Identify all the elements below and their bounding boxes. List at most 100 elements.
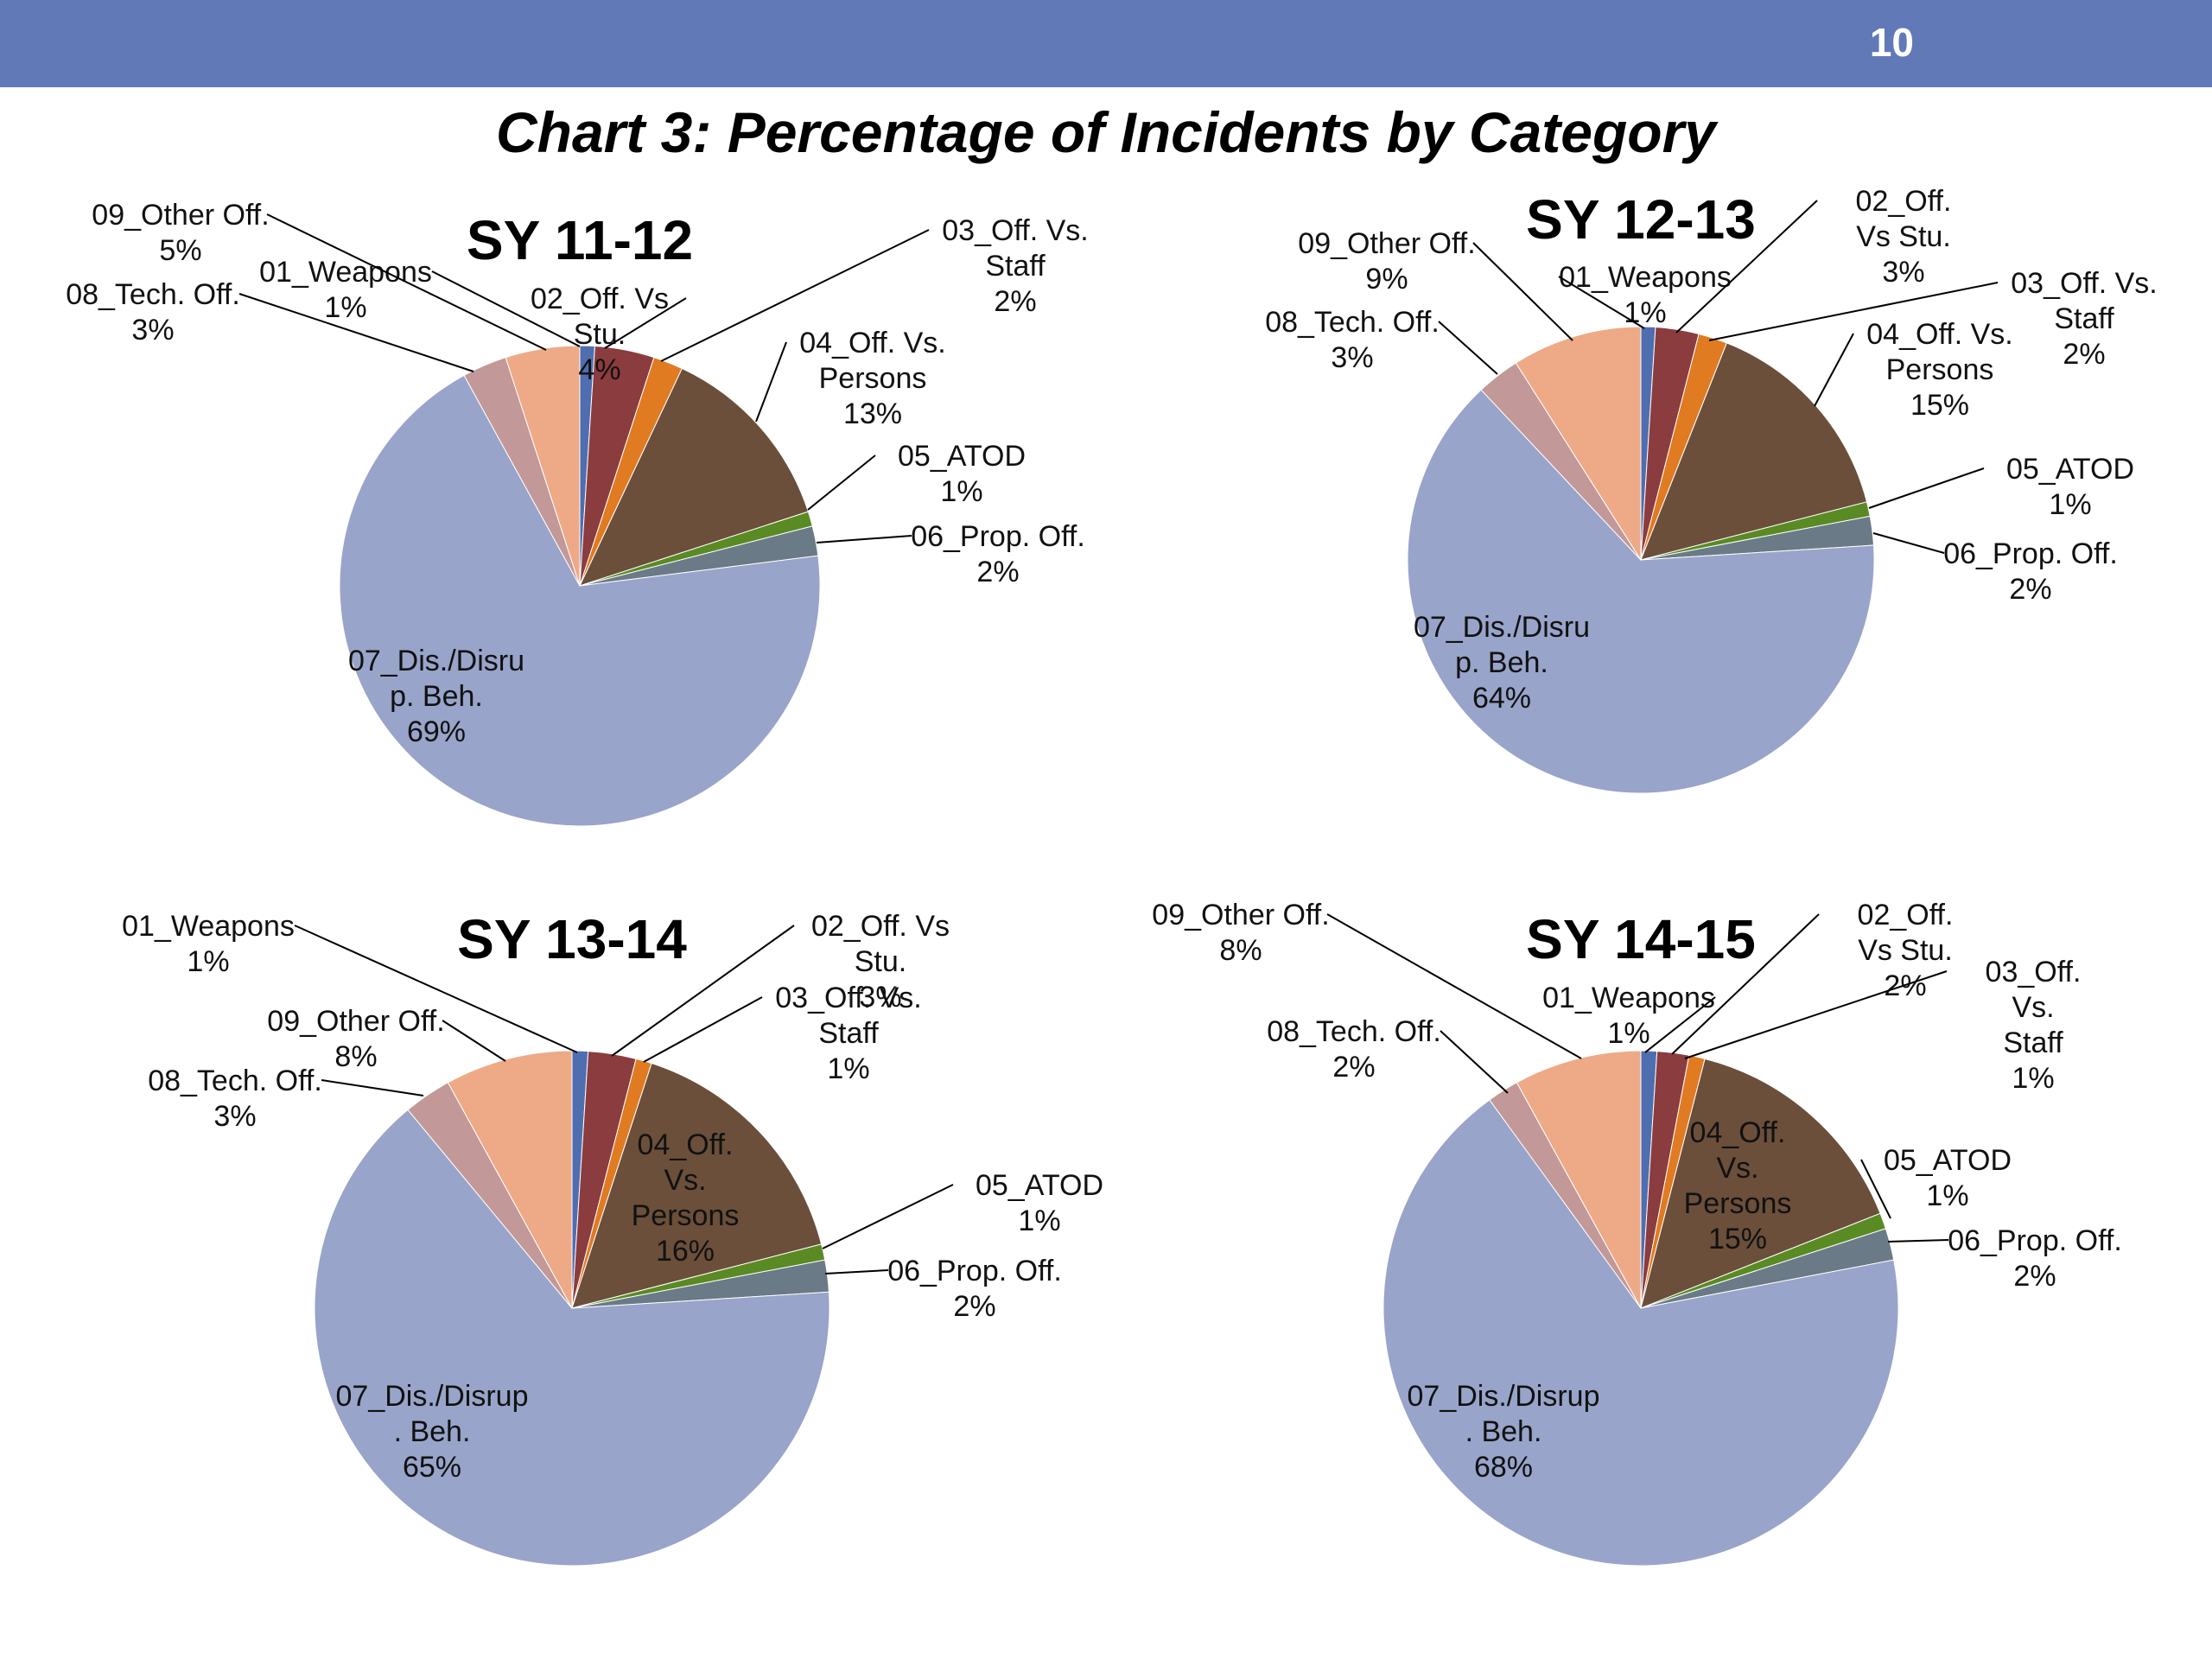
slice-label-line: Staff [2054,302,2114,335]
slice-label-line: Stu. [574,318,626,351]
slice-label: 07_Dis./Disru p. Beh. 64% [1414,611,1590,715]
leader-line [1558,276,1645,329]
pie-slice-09-other-off [447,1050,573,1309]
slice-label-line: 06_Prop. Off. [887,1255,1062,1287]
slice-label-line: 1% [940,475,982,508]
slice-label-line: 02_Off. [1856,185,1952,218]
leader-line [807,454,876,511]
leader-line [1644,996,1716,1053]
pie-slice-04-off-vs-persons [1640,1058,1881,1309]
header-bar: 10 [0,0,2212,87]
slice-label: 01_Weapons 1% [259,256,432,324]
slice-label-line: 07_Dis./Disru [1414,611,1590,644]
slice-label-line: 3% [1331,341,1373,374]
slice-label-line: 4% [578,353,620,386]
slice-label-line: 15% [1910,389,1969,422]
leader-line [1814,333,1854,407]
slice-label-line: 01_Weapons [1559,261,1732,294]
slice-label-line: . Beh. [394,1415,471,1448]
slice-label-line: Vs. [664,1164,706,1197]
slice-label: 05_ATOD 1% [1884,1144,2012,1212]
slice-label-line: 2% [1332,1051,1375,1084]
slice-label: 08_Tech. Off. 3% [66,278,240,346]
slice-label: 03_Off. Vs. Staff 2% [942,214,1088,318]
slice-label: 05_ATOD 1% [976,1169,1103,1237]
leader-line [611,925,795,1057]
leader-line [1684,970,1948,1059]
slice-label: 06_Prop. Off. 2% [887,1255,1062,1323]
slice-label-line: 01_Weapons [1542,982,1715,1014]
slice-label: 08_Tech. Off. 2% [1267,1015,1441,1084]
slice-label: 04_Off. Vs. Persons 15% [1684,1116,1792,1255]
slice-label-line: 69% [407,715,466,748]
slice-label-line: 2% [976,556,1019,588]
slice-label: 01_Weapons 1% [1559,261,1732,329]
slice-label: 02_Off. Vs Stu. 4% [531,283,669,386]
leader-line [1326,913,1582,1059]
slice-label-line: 02_Off. [1858,899,1954,931]
slice-label-line: 8% [1219,934,1262,967]
slice-label-line: 1% [324,291,366,324]
pie-slice-04-off-vs-persons [1640,342,1868,561]
leader-line [824,1269,889,1274]
pie-slice-04-off-vs-persons [579,367,810,587]
leader-line [755,341,787,423]
leader-line [604,297,687,349]
slice-label: 02_Off. Vs Stu. 3% [1856,185,1952,289]
slice-label-line: 02_Off. Vs [811,910,950,943]
leader-line [238,293,474,372]
page-number: 10 [1869,20,1914,65]
pie-title: SY 13-14 [457,908,687,970]
slice-label: 04_Off. Vs. Persons 13% [799,327,945,430]
slice-label-line: 5% [159,234,201,267]
slice-label-line: 1% [827,1052,869,1085]
slice-label-line: 04_Off. [638,1128,734,1161]
leader-line [321,1079,424,1096]
slice-label-line: 2% [953,1290,995,1323]
slice-label: 07_Dis./Disrup. Beh. 68% [1408,1380,1600,1484]
slice-label-line: . Beh. [1465,1415,1542,1448]
slice-label-line: 2% [2013,1260,2056,1293]
slice-label-line: 8% [334,1040,377,1073]
slice-label: 05_ATOD 1% [898,440,1026,508]
slice-label-line: 15% [1708,1223,1767,1255]
slice-label-line: 9% [1365,263,1408,296]
slice-label-line: 03_Off. Vs. [775,982,921,1014]
slice-label-line: Vs Stu. [1858,934,1953,967]
slice-label-line: p. Beh. [1455,646,1548,679]
slice-label-line: 16% [656,1235,715,1268]
leader-line [822,1184,954,1249]
leader-line [1671,913,1820,1055]
slice-label-line: 06_Prop. Off. [1948,1224,2122,1257]
slice-label-line: 08_Tech. Off. [1265,306,1440,339]
slice-label-line: Vs. [1716,1152,1758,1185]
slice-label-line: 04_Off. [1690,1116,1786,1149]
slice-label-line: 01_Weapons [122,910,295,943]
leader-line [1872,532,1945,554]
leader-line [660,229,930,362]
slice-label: 02_Off. Vs Stu. 2% [1858,899,1954,1002]
leader-line [442,1020,506,1062]
slice-label-line: Persons [819,362,927,395]
slice-label-line: 06_Prop. Off. [911,520,1085,553]
slice-label: 07_Dis./Disrup. Beh. 65% [336,1380,529,1484]
slice-label-line: 3% [213,1100,256,1133]
slice-label-line: 05_ATOD [976,1169,1103,1202]
pie-slice-09-other-off [1515,326,1642,562]
slice-label-line: 08_Tech. Off. [148,1065,322,1097]
slice-label: 09_Other Off. 8% [1152,899,1329,967]
pie-title: SY 12-13 [1526,188,1756,251]
pie-slice-04-off-vs-persons [571,1062,823,1309]
slice-label: 07_Dis./Disru p. Beh. 69% [348,645,524,748]
slice-label-line: 07_Dis./Disrup [1408,1380,1600,1413]
slice-label-line: 2% [994,285,1036,318]
slice-label-line: p. Beh. [390,680,483,713]
pie-slice-09-other-off [1516,1050,1642,1309]
slice-label-line: Staff [818,1017,879,1050]
slice-label: 06_Prop. Off. 2% [911,520,1085,588]
leader-line [431,270,581,347]
slice-label-line: 05_ATOD [1884,1144,2012,1177]
